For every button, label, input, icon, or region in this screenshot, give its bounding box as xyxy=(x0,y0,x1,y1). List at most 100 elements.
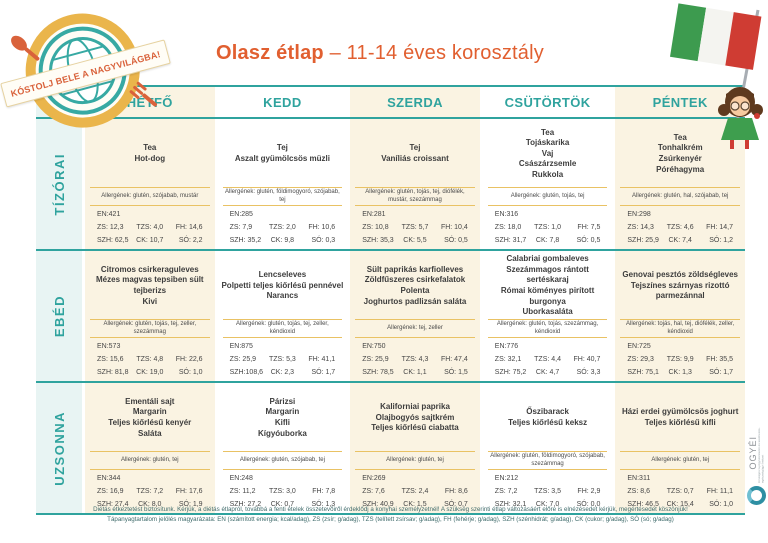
allergen-list: Allergének: glutén, szójabab, mustár xyxy=(101,192,199,199)
food-item: Tej xyxy=(409,143,421,153)
meal-label-text: TÍZÓRAI xyxy=(51,152,67,216)
divider xyxy=(620,451,740,452)
nutrition-values: EN:248 ZS: 11,2 TZS: 3,0 FH: 7,8 SZH: 27,2 CK… xyxy=(221,471,345,511)
food-item: Rukkola xyxy=(532,169,564,179)
food-list: Tea Tonhalkrém Zsúrkenyér Póréhagyma xyxy=(618,122,742,186)
sugar-value: CK: 15,4 xyxy=(666,501,694,508)
satfat-value: TZS: 5,7 xyxy=(401,224,429,231)
meal-label: UZSONNA xyxy=(36,383,82,513)
menu-cell: Tea Tonhalkrém Zsúrkenyér Póréhagyma Allergé… xyxy=(615,119,745,249)
fat-value: ZS: 16,9 xyxy=(97,488,124,495)
carb-value: SZH: 75,1 xyxy=(627,369,659,376)
food-item: Szezámmagos rántott sertéskaraj xyxy=(506,264,589,285)
food-item: Tonhalkrém xyxy=(657,143,703,153)
food-item: Joghurtos padlizsán saláta xyxy=(363,296,467,306)
food-list: Calabriai gombaleves Szezámmagos rántott … xyxy=(486,254,610,318)
food-item: Genovai pesztós zöldségleves xyxy=(622,270,738,280)
food-list: Házi erdei gyümölcsös joghurt Teljes kiőr… xyxy=(618,386,742,450)
food-item: Polpetti teljes kiőrlésű pennével xyxy=(221,280,344,290)
food-list: Citromos csirkeraguleves Mézes magvas tep… xyxy=(88,254,212,318)
salt-value: SÓ: 0,0 xyxy=(576,501,601,508)
satfat-value: TZS: 5,3 xyxy=(268,356,296,363)
allergen-list: Allergének: glutén, tej xyxy=(120,456,179,463)
food-item: Margarin xyxy=(265,407,300,417)
menu-cell: Tea Tojáskarika Vaj Császárzsemle Rukkola All… xyxy=(482,119,613,249)
protein-value: FH: 47,4 xyxy=(440,356,468,363)
energy-value: EN:316 xyxy=(494,211,519,218)
menu-cell: Tea Hot-dog Allergének: glutén, szójabab, … xyxy=(85,119,215,249)
sugar-value: CK: 1,5 xyxy=(403,501,427,508)
protein-value: FH: 7,5 xyxy=(577,224,601,231)
food-item: Narancs xyxy=(266,291,299,301)
carb-value: SZH: 27,4 xyxy=(97,501,129,508)
menu-cell: Kaliforniai paprika Olajbogyós sajtkrém Te… xyxy=(350,383,480,513)
fat-value: ZS: 29,3 xyxy=(627,356,654,363)
fat-value: ZS: 7,2 xyxy=(494,488,518,495)
ogyei-circle-icon xyxy=(747,486,766,505)
salt-value: SÓ: 1,0 xyxy=(709,501,733,508)
divider xyxy=(355,205,475,206)
divider xyxy=(620,469,740,470)
nutrition-values: EN:344 ZS: 16,9 TZS: 7,2 FH: 17,6 SZH: 27,4 C… xyxy=(88,471,212,511)
food-item: Kifli xyxy=(274,418,290,427)
food-item: Kígyóuborka xyxy=(257,428,307,438)
food-item: Calabriai gombaleves xyxy=(506,254,589,264)
food-list: Párizsi Margarin Kifli Kígyóuborka xyxy=(221,386,345,450)
food-list: Lencseleves Polpetti teljes kiőrlésű penn… xyxy=(221,254,345,318)
salt-value: SÓ: 0,5 xyxy=(576,237,601,244)
nutrition-values: EN:725 ZS: 29,3 TZS: 9,9 FH: 35,5 SZH: 75,1 C… xyxy=(618,339,742,379)
energy-value: EN:725 xyxy=(627,343,651,350)
energy-value: EN:248 xyxy=(229,475,253,482)
ogyei-wordmark: OGYÉI xyxy=(747,436,758,470)
food-item: Póréhagyma xyxy=(656,164,705,174)
sugar-value: CK: 4,7 xyxy=(535,369,560,376)
divider xyxy=(355,187,475,188)
meal-label: TÍZÓRAI xyxy=(36,119,82,249)
carb-value: SZH: 32,1 xyxy=(494,501,527,508)
spoon-icon xyxy=(11,35,40,61)
carb-value: SZH: 25,9 xyxy=(627,237,659,244)
food-item: Aszalt gyümölcsös müzli xyxy=(234,154,330,163)
sugar-value: CK: 5,5 xyxy=(403,237,427,244)
divider xyxy=(355,319,475,320)
nutrition-values: EN:421 ZS: 12,3 TZS: 4,0 FH: 14,6 SZH: 62,5 C… xyxy=(88,207,212,247)
ogyei-logo: OGYÉI Országos Gyógyszerészeti és Élelme… xyxy=(747,423,766,505)
allergen-list: Allergének: glutén, tojás, tej, diófélék… xyxy=(365,189,465,203)
energy-value: EN:344 xyxy=(97,475,121,482)
menu-cell: Lencseleves Polpetti teljes kiőrlésű penn… xyxy=(217,251,348,381)
allergen-list: Allergének: glutén, tej xyxy=(386,456,444,463)
satfat-value: TZS: 4,6 xyxy=(666,224,694,231)
protein-value: FH: 10,6 xyxy=(308,224,336,231)
salt-value: SÓ: 0,7 xyxy=(444,501,468,508)
allergen-list: Allergének: glutén, tojás, tej, zeller, … xyxy=(103,321,197,335)
allergen-list: Allergének: glutén, földimogyoró, szójab… xyxy=(490,453,605,467)
carb-value: SZH: 62,5 xyxy=(97,237,129,244)
satfat-value: TZS: 2,0 xyxy=(268,224,296,231)
food-item: Párizsi xyxy=(269,396,296,406)
fat-value: ZS: 18,0 xyxy=(494,224,522,231)
carb-value: SZH: 35,2 xyxy=(229,237,262,244)
food-item: Őszibarack xyxy=(526,407,569,417)
divider xyxy=(487,469,608,470)
food-list: Tea Hot-dog xyxy=(88,122,212,186)
energy-value: EN:269 xyxy=(362,475,386,482)
energy-value: EN:776 xyxy=(494,343,519,350)
menu-cell: Tej Vaníliás croissant Allergének: glutén,… xyxy=(350,119,480,249)
allergen-list: Allergének: glutén, hal, szójabab, tej xyxy=(631,192,729,199)
food-item: Teljes kiőrlésű keksz xyxy=(508,418,588,427)
footer-notes: Diétás étkeztetést biztosítunk. Kérjük, … xyxy=(36,505,745,525)
satfat-value: TZS: 3,0 xyxy=(268,488,296,495)
sugar-value: CK: 0,7 xyxy=(270,501,295,508)
menu-cell: Tej Aszalt gyümölcsös müzli Allergének: gl… xyxy=(217,119,348,249)
fat-value: ZS: 14,3 xyxy=(627,224,654,231)
allergen-list: Allergének: glutén, földimogyoró, szójab… xyxy=(225,189,340,203)
nutrition-values: EN:285 ZS: 7,9 TZS: 2,0 FH: 10,6 SZH: 35,2 CK… xyxy=(221,207,345,247)
salt-value: SÓ: 1,0 xyxy=(178,369,203,376)
sugar-value: CK: 9,8 xyxy=(270,237,295,244)
carb-value: SZH: 81,8 xyxy=(97,369,129,376)
carb-value: SZH: 46,5 xyxy=(627,501,659,508)
protein-value: FH: 7,8 xyxy=(312,488,336,495)
divider xyxy=(487,319,608,320)
carb-value: SZH:108,6 xyxy=(229,369,264,376)
energy-value: EN:311 xyxy=(627,475,651,482)
